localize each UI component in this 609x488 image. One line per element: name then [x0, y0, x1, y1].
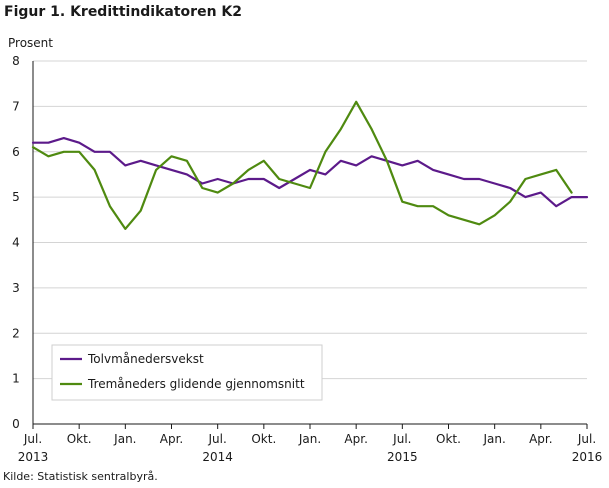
x-tick-label: Jul. [392, 432, 411, 446]
x-axis: Jul. 2013 Okt. Jan. Apr. Jul. 2014 Okt. Jan. Apr.… [18, 61, 603, 464]
x-tick-label: Okt. [436, 432, 461, 446]
x-tick-year-label: 2015 [387, 450, 418, 464]
x-tick-label: Apr. [529, 432, 552, 446]
x-tick-label: Jul. [23, 432, 42, 446]
y-axis-label: Prosent [8, 36, 53, 50]
y-tick-label: 2 [12, 326, 20, 340]
series-line-1 [31, 137, 589, 208]
source-note: Kilde: Statistisk sentralbyrå. [3, 470, 158, 483]
legend: Tolvmånedersvekst Tremåneders glidende gj… [51, 344, 323, 401]
series-lines [31, 100, 589, 230]
x-tick-label: Apr. [160, 432, 183, 446]
x-tick-year-label: 2016 [572, 450, 603, 464]
legend-label: Tremåneders glidende gjennomsnitt [87, 377, 305, 391]
y-tick-label: 8 [12, 54, 20, 68]
y-tick-label: 6 [12, 145, 20, 159]
y-tick-label: 7 [12, 99, 20, 113]
x-tick-label: Jul. [577, 432, 596, 446]
y-axis-ticks: 0 1 2 3 4 5 6 7 8 [12, 54, 20, 431]
x-tick-label: Jul. [208, 432, 227, 446]
x-tick-year-label: 2014 [202, 450, 233, 464]
x-tick-label: Jan. [298, 432, 321, 446]
x-tick-label: Jan. [483, 432, 506, 446]
x-tick-label: Okt. [67, 432, 92, 446]
y-tick-label: 3 [12, 281, 20, 295]
gridlines [33, 60, 587, 380]
legend-box [51, 344, 323, 401]
x-tick-label: Jan. [113, 432, 136, 446]
y-tick-label: 4 [12, 236, 20, 250]
y-tick-label: 5 [12, 190, 20, 204]
y-tick-label: 0 [12, 417, 20, 431]
x-tick-label: Apr. [344, 432, 367, 446]
legend-label: Tolvmånedersvekst [87, 352, 204, 366]
x-tick-year-label: 2013 [18, 450, 49, 464]
chart-title: Figur 1. Kredittindikatoren K2 [4, 4, 242, 20]
y-tick-label: 1 [12, 372, 20, 386]
x-tick-label: Okt. [251, 432, 276, 446]
series-line-2 [31, 100, 573, 230]
